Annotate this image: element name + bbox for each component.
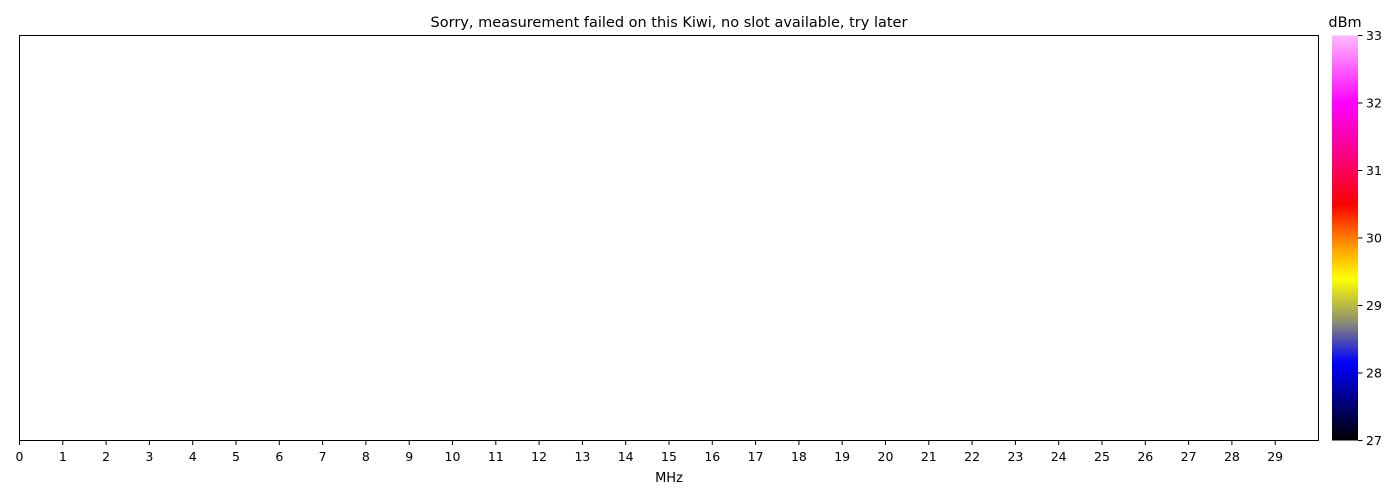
x-tick-label: 23 (1007, 449, 1023, 464)
colorbar (1332, 35, 1358, 441)
x-tick-label: 10 (445, 449, 461, 464)
x-tick-label: 4 (189, 449, 197, 464)
x-tick-label: 2 (102, 449, 110, 464)
x-tick-label: 13 (574, 449, 590, 464)
x-tick-label: 19 (834, 449, 850, 464)
colorbar-tick-label: 33 (1366, 28, 1382, 43)
x-tick-label: 11 (488, 449, 504, 464)
x-tick-label: 18 (791, 449, 807, 464)
colorbar-tick-label: 31 (1366, 163, 1382, 178)
x-tick-label: 14 (618, 449, 634, 464)
x-tick-label: 6 (275, 449, 283, 464)
x-tick-label: 28 (1224, 449, 1240, 464)
x-axis-label: MHz (655, 471, 683, 486)
x-tick-label: 26 (1137, 449, 1153, 464)
chart-title: Sorry, measurement failed on this Kiwi, … (431, 15, 908, 31)
x-tick-label: 8 (362, 449, 370, 464)
x-tick-label: 17 (748, 449, 764, 464)
colorbar-label: dBm (1328, 15, 1361, 31)
x-tick-label: 9 (405, 449, 413, 464)
x-tick-label: 24 (1051, 449, 1067, 464)
colorbar-axis: 27 28 29 30 31 32 33 (1358, 28, 1382, 448)
x-tick-label: 12 (531, 449, 547, 464)
colorbar-tick-label: 30 (1366, 231, 1382, 246)
x-tick-label: 25 (1094, 449, 1110, 464)
x-tick-label: 20 (878, 449, 894, 464)
x-tick-label: 7 (319, 449, 327, 464)
colorbar-tick-label: 28 (1366, 366, 1382, 381)
colorbar-tick-label: 32 (1366, 96, 1382, 111)
x-axis: 0 1 2 3 4 5 6 7 8 9 10 11 12 13 14 15 16 17 18 19 20 21 22 23 24… (16, 440, 1283, 464)
x-tick-label: 22 (964, 449, 980, 464)
colorbar-tick-label: 27 (1366, 433, 1382, 448)
x-tick-label: 15 (661, 449, 677, 464)
x-tick-label: 29 (1267, 449, 1283, 464)
x-tick-label: 1 (59, 449, 67, 464)
x-tick-label: 5 (232, 449, 240, 464)
x-tick-label: 27 (1181, 449, 1197, 464)
x-tick-label: 16 (704, 449, 720, 464)
x-tick-label: 0 (16, 449, 24, 464)
x-tick-label: 3 (145, 449, 153, 464)
plot-area (19, 35, 1319, 441)
colorbar-tick-label: 29 (1366, 298, 1382, 313)
x-tick-label: 21 (921, 449, 937, 464)
